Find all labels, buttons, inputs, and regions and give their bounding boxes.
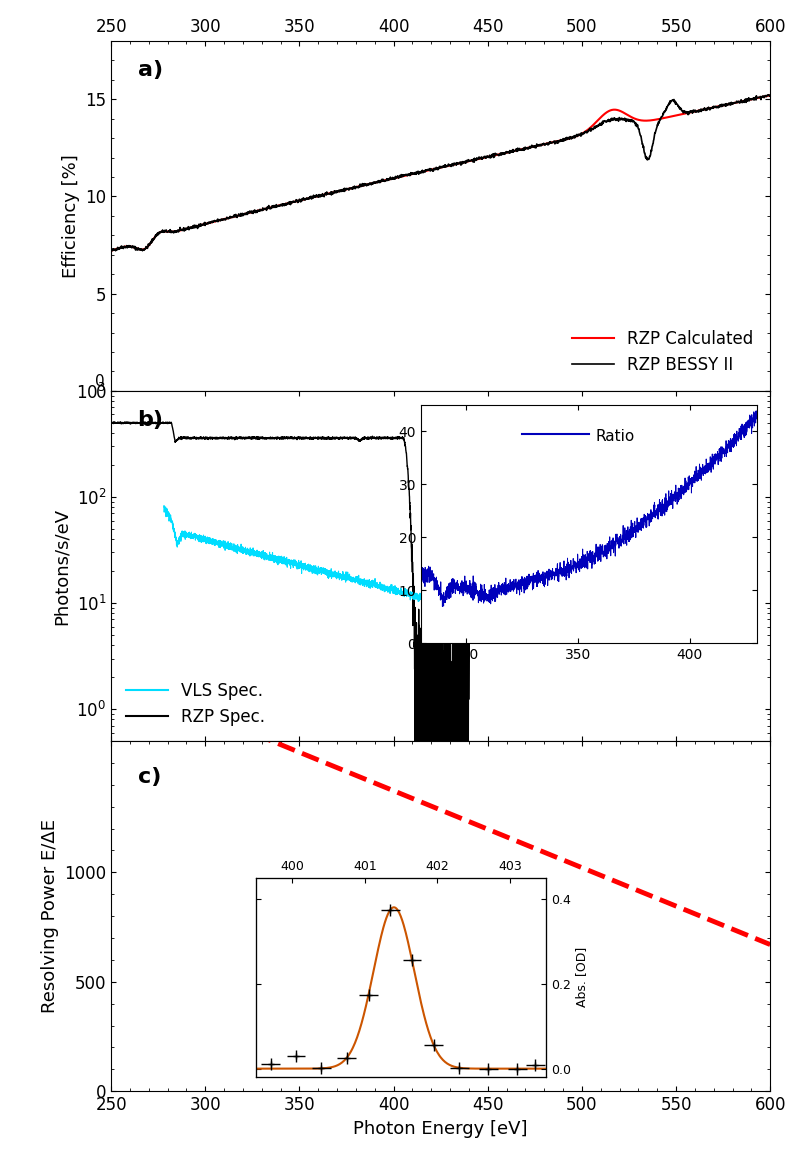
RZP BESSY II	[626, 113, 635, 127]
RZP BESSY II	[765, 89, 775, 103]
RZP BESSY II	[410, 166, 419, 180]
Legend: VLS Spec., RZP Spec.: VLS Spec., RZP Spec.	[119, 675, 272, 733]
Text: b): b)	[137, 410, 164, 429]
RZP BESSY II	[141, 243, 150, 257]
Line: RZP Calculated: RZP Calculated	[111, 96, 770, 251]
Text: 0: 0	[95, 375, 105, 389]
RZP Calculated	[427, 162, 437, 176]
RZP Calculated	[626, 110, 635, 124]
RZP BESSY II	[746, 92, 756, 106]
Text: a): a)	[137, 60, 163, 79]
RZP Calculated	[765, 89, 775, 103]
Legend: RZP Calculated, RZP BESSY II: RZP Calculated, RZP BESSY II	[564, 322, 762, 383]
RZP Calculated	[140, 242, 149, 256]
Y-axis label: Efficiency [%]: Efficiency [%]	[62, 154, 79, 278]
Line: RZP BESSY II: RZP BESSY II	[111, 95, 770, 251]
X-axis label: Photon Energy [eV]: Photon Energy [eV]	[353, 1119, 528, 1138]
Text: c): c)	[137, 767, 161, 787]
RZP BESSY II	[427, 163, 437, 177]
RZP Calculated	[746, 92, 756, 106]
RZP Calculated	[746, 92, 756, 106]
RZP BESSY II	[746, 92, 756, 106]
RZP BESSY II	[106, 244, 116, 258]
Y-axis label: Photons/s/eV: Photons/s/eV	[53, 508, 71, 624]
RZP Calculated	[106, 244, 116, 258]
Y-axis label: Abs. [OD]: Abs. [OD]	[575, 948, 588, 1007]
RZP BESSY II	[106, 244, 116, 258]
RZP BESSY II	[764, 88, 773, 102]
RZP Calculated	[410, 167, 419, 181]
Y-axis label: Resolving Power E/ΔE: Resolving Power E/ΔE	[40, 819, 59, 1013]
